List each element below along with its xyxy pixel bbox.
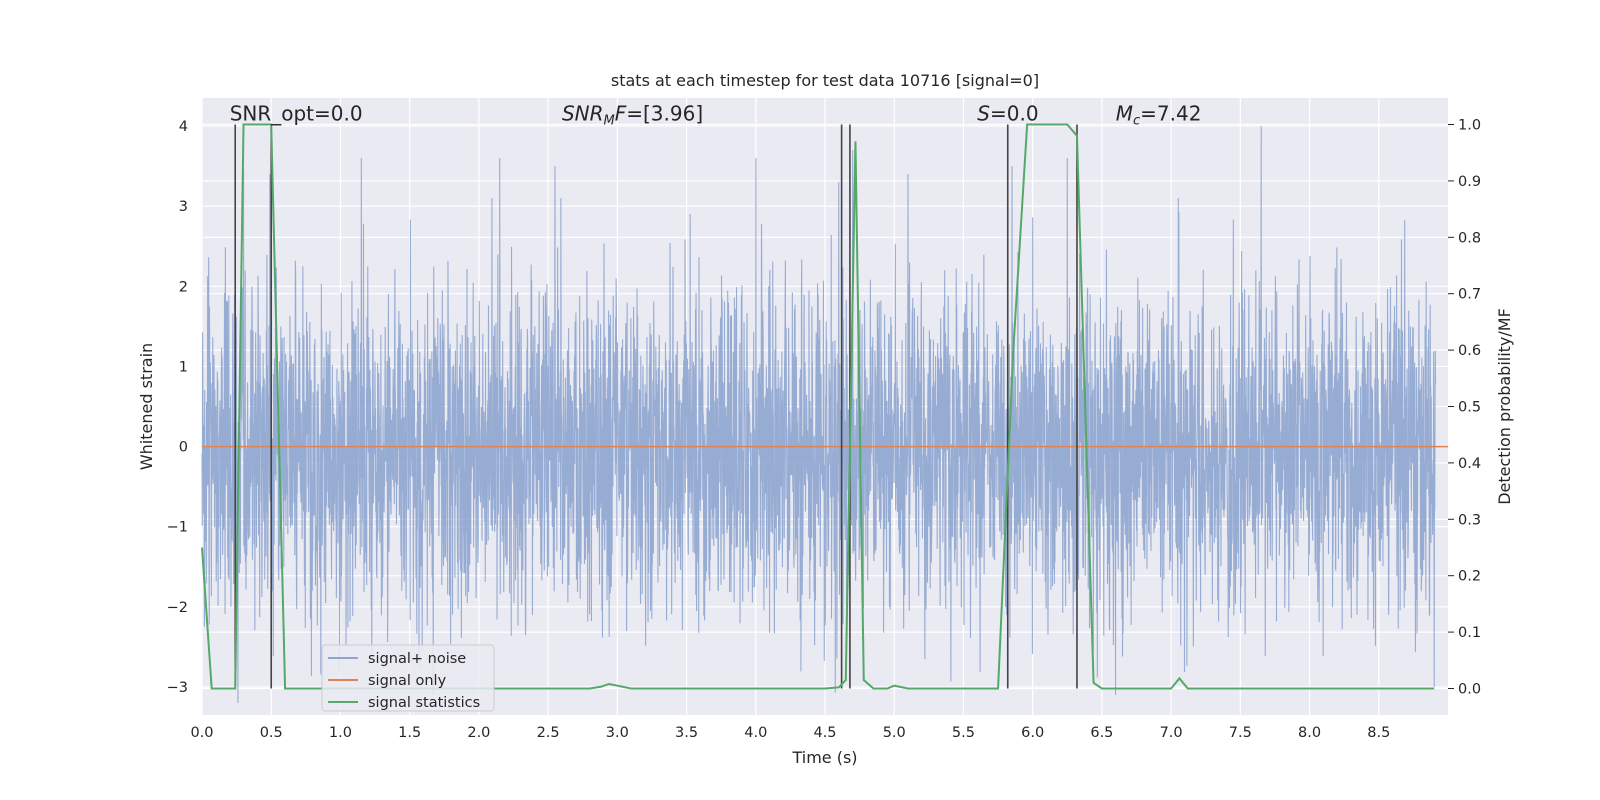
- annotations: SNR_opt=0.0 SNRMF=[3.96] S=0.0 Mc=7.42: [230, 102, 1202, 129]
- annotation-snr-opt: SNR_opt=0.0: [230, 102, 363, 126]
- x-tick-label: 2.5: [537, 725, 560, 741]
- x-tick-label: 3.5: [675, 725, 698, 741]
- y-right-tick-label: 0.9: [1458, 174, 1481, 190]
- x-tick-label: 4.0: [744, 725, 767, 741]
- y-left-tick-label: 0: [179, 440, 188, 456]
- y-right-axis-label: Detection probability/MF: [1495, 308, 1514, 505]
- y-right-tick-label: 0.1: [1458, 625, 1481, 641]
- x-tick-label: 2.0: [467, 725, 490, 741]
- y-left-tick-label: 2: [179, 279, 188, 295]
- y-right-tick-label: 1.0: [1458, 118, 1481, 134]
- y-left-axis-label: Whitened strain: [137, 343, 156, 470]
- y-right-axis-ticks: 0.0 0.1 0.2 0.3 0.4 0.5 0.6 0.7 0.8 0.9 1.0: [1448, 118, 1481, 697]
- x-axis-ticks: 0.0 0.5 1.0 1.5 2.0 2.5 3.0 3.5 4.0 4.5 5.0 5.5 6.0 6…: [190, 725, 1390, 741]
- x-tick-label: 5.0: [883, 725, 906, 741]
- chart-title: stats at each timestep for test data 107…: [611, 71, 1039, 90]
- legend-label: signal statistics: [368, 695, 480, 711]
- y-right-tick-label: 0.7: [1458, 287, 1481, 303]
- x-tick-label: 1.5: [398, 725, 421, 741]
- y-right-tick-label: 0.0: [1458, 681, 1481, 697]
- annotation-snr-mf: SNRMF=[3.96]: [562, 102, 703, 129]
- x-tick-label: 8.0: [1298, 725, 1321, 741]
- x-tick-label: 3.0: [606, 725, 629, 741]
- legend: signal+ noise signal only signal statistic…: [321, 644, 495, 712]
- x-tick-label: 5.5: [952, 725, 975, 741]
- y-right-tick-label: 0.5: [1458, 400, 1481, 416]
- y-right-tick-label: 0.3: [1458, 512, 1481, 528]
- series-line-signal-statistics: [201, 123, 1435, 690]
- y-left-tick-label: −2: [167, 600, 188, 616]
- annotation-s: S=0.0: [977, 102, 1038, 126]
- x-axis-label: Time (s): [791, 748, 857, 767]
- series-signal-statistics: [201, 123, 1435, 690]
- y-right-tick-label: 0.8: [1458, 230, 1481, 246]
- y-left-tick-label: −1: [167, 520, 188, 536]
- y-right-tick-label: 0.2: [1458, 569, 1481, 585]
- y-left-tick-label: 3: [179, 199, 188, 215]
- series-signal-noise: [201, 126, 1437, 703]
- annotation-mc: Mc=7.42: [1116, 102, 1202, 129]
- y-left-tick-label: 4: [179, 119, 188, 135]
- x-tick-label: 8.5: [1367, 725, 1390, 741]
- vertical-markers: [234, 124, 1078, 689]
- y-left-tick-label: −3: [167, 680, 188, 696]
- y-left-axis-ticks: −3 −2 −1 0 1 2 3 4: [167, 119, 188, 696]
- x-tick-label: 6.5: [1090, 725, 1113, 741]
- y-left-tick-label: 1: [179, 359, 188, 375]
- x-tick-label: 0.5: [260, 725, 283, 741]
- legend-label: signal+ noise: [368, 651, 466, 667]
- legend-label: signal only: [368, 673, 447, 689]
- y-right-tick-label: 0.6: [1458, 343, 1481, 359]
- x-tick-label: 0.0: [190, 725, 213, 741]
- legend-box: [321, 644, 495, 712]
- x-tick-label: 7.0: [1160, 725, 1183, 741]
- x-tick-label: 7.5: [1229, 725, 1252, 741]
- series-line-signal-noise: [201, 126, 1437, 703]
- x-tick-label: 6.0: [1021, 725, 1044, 741]
- x-tick-label: 4.5: [813, 725, 836, 741]
- x-tick-label: 1.0: [329, 725, 352, 741]
- y-right-tick-label: 0.4: [1458, 456, 1481, 472]
